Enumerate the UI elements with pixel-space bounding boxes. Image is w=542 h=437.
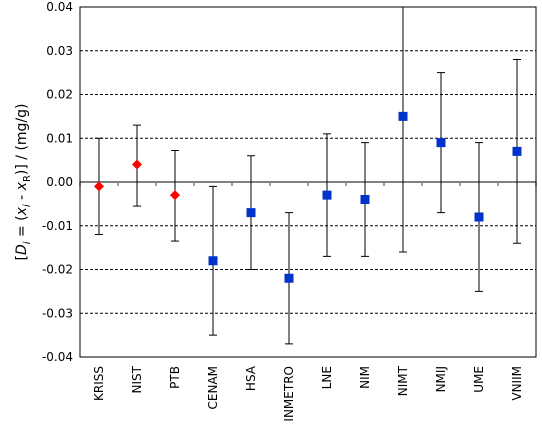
y-tick-label: 0.03 <box>46 44 73 58</box>
y-tick-label: 0.02 <box>46 88 73 102</box>
x-tick-label: NIMT <box>396 365 410 396</box>
y-tick-label: 0.04 <box>46 0 73 14</box>
error-bars <box>95 6 521 345</box>
y-tick-label: -0.03 <box>42 306 73 320</box>
x-axis-tick-labels: KRISS NIST PTB CENAM HSA INMETRO LNE NIM NIMT NMI… <box>92 365 524 421</box>
grid-lines <box>80 50 536 314</box>
x-tick-label: VNIIM <box>510 366 524 401</box>
y-axis-tick-labels: -0.04 -0.03 -0.02 -0.01 0.00 0.01 0.02 0.03 0.04 <box>42 0 73 364</box>
x-tick-label: INMETRO <box>282 366 296 422</box>
y-tick-label: -0.01 <box>42 219 73 233</box>
y-tick-label: -0.04 <box>42 350 73 364</box>
y-tick-label: -0.02 <box>42 263 73 277</box>
error-bar <box>399 6 407 253</box>
x-tick-label: NIM <box>358 366 372 389</box>
square-marker <box>322 190 332 200</box>
square-marker <box>208 256 218 266</box>
zero-line <box>79 181 537 186</box>
x-tick-label: HSA <box>244 365 258 391</box>
plot-area-frame <box>79 6 537 358</box>
x-tick-label: LNE <box>320 366 334 389</box>
x-tick-label: NIST <box>130 365 144 393</box>
square-marker <box>398 111 408 121</box>
square-marker <box>284 273 294 283</box>
square-marker <box>246 208 256 218</box>
square-marker <box>360 195 370 204</box>
square-marker <box>512 146 522 156</box>
x-tick-label: NMIJ <box>434 366 448 392</box>
data-markers <box>94 111 522 283</box>
x-tick-label: PTB <box>168 366 182 389</box>
square-marker <box>436 138 446 148</box>
square-marker <box>474 212 484 222</box>
y-tick-label: 0.01 <box>46 131 73 145</box>
y-tick-label: 0.00 <box>46 175 73 189</box>
diamond-marker <box>132 159 142 170</box>
diamond-marker <box>94 181 104 192</box>
x-tick-label: KRISS <box>92 366 106 401</box>
diamond-marker <box>170 190 180 201</box>
x-tick-label: UME <box>472 366 486 393</box>
x-tick-label: CENAM <box>206 366 220 410</box>
y-axis-label: [Di = (xi - xR)] / (mg/g) <box>14 104 33 261</box>
